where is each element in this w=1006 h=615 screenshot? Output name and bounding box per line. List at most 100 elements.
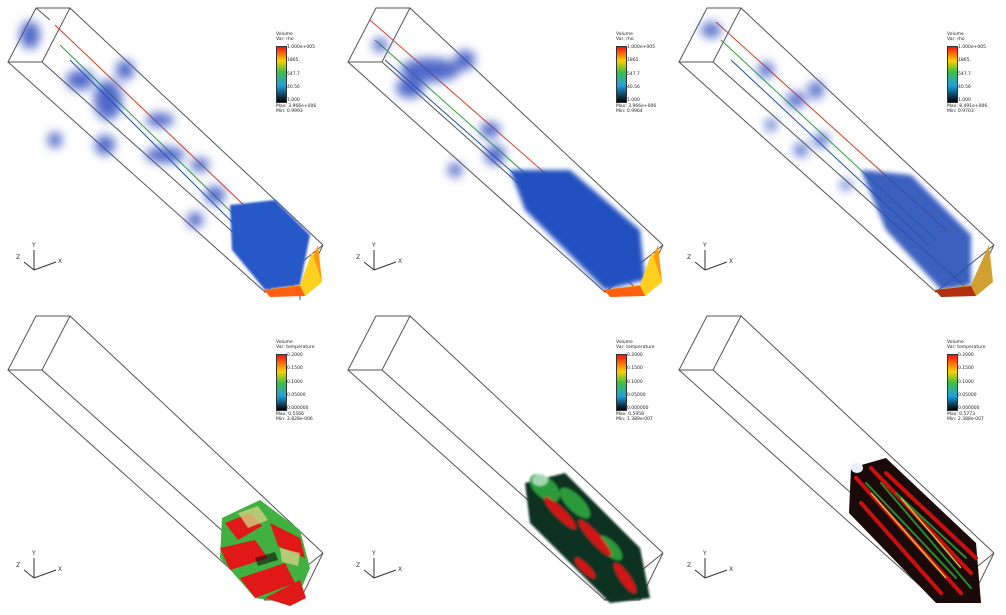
axis-y-label: Y (32, 242, 36, 249)
tick-max: 1.000e+005 (627, 45, 656, 50)
tick-1: 1865. (627, 58, 640, 63)
tick-3: 40.56 (958, 85, 971, 90)
tick-max: 1.000e+005 (958, 45, 987, 50)
axis-z-label: Z (356, 254, 361, 261)
panel-temperature-1: Volume Var: temperature 0.2000 0.1500 0.… (0, 308, 335, 615)
axis-y-label: Y (32, 550, 36, 557)
legend-title: Volume (947, 32, 964, 37)
tick-min: 0.000000 (627, 406, 649, 411)
legend-var: Var: temperature (276, 345, 315, 350)
colorbar-legend: Volume Var: rho 1.000e+005 1865. 547.7 4… (943, 32, 1003, 122)
colorbar (947, 354, 958, 411)
legend-max: Max: 0.5566 (276, 412, 304, 417)
axis-x-label: X (729, 566, 734, 573)
colorbar (616, 354, 627, 411)
axis-y-label: Y (372, 550, 376, 557)
axis-x-label: X (398, 566, 403, 573)
legend-min: Min: 0.9993 (276, 109, 303, 114)
axis-x-label: X (729, 258, 734, 265)
panel-rho-2: Volume Var: rho 1.000e+005 1865. 547.7 4… (340, 0, 675, 307)
legend-var: Var: temperature (616, 345, 655, 350)
legend-max: Max: 0.5958 (616, 412, 644, 417)
tick-3: 40.56 (627, 85, 640, 90)
legend-var: Var: rho (616, 37, 634, 42)
tick-1: 1865. (958, 58, 971, 63)
tick-3: 0.05000 (287, 393, 306, 398)
volume-render-rho-2 (347, 7, 664, 297)
colorbar-legend: Volume Var: rho 1.000e+005 1865. 547.7 4… (612, 32, 672, 122)
tick-1: 0.1500 (627, 366, 643, 371)
tick-1: 0.1500 (287, 366, 303, 371)
legend-var: Var: rho (947, 37, 965, 42)
tick-2: 0.1000 (287, 380, 303, 385)
colorbar (276, 354, 287, 411)
tick-max: 0.2000 (958, 353, 974, 358)
colorbar (947, 46, 958, 103)
legend-min: Min: 1.389e-007 (616, 417, 653, 422)
legend-max: Max: 3.966e+006 (276, 104, 317, 109)
tick-min: 0.000000 (958, 406, 980, 411)
legend-title: Volume (616, 32, 633, 37)
colorbar-legend: Volume Var: temperature 0.2000 0.1500 0.… (272, 340, 332, 430)
tick-2: 547.7 (287, 72, 300, 77)
tick-2: 547.7 (958, 72, 971, 77)
volume-render-temperature-2 (347, 315, 664, 603)
tick-1: 0.1500 (958, 366, 974, 371)
legend-title: Volume (616, 340, 633, 345)
legend-var: Var: temperature (947, 345, 986, 350)
axis-x-label: X (58, 566, 63, 573)
tick-2: 547.7 (627, 72, 640, 77)
tick-min: 1.000 (627, 98, 640, 103)
tick-min: 1.000 (958, 98, 971, 103)
colorbar (616, 46, 627, 103)
legend-min: Min: 0.9703 (947, 109, 974, 114)
legend-max: Max: 0.5773 (947, 412, 975, 417)
legend-min: Min: 0.9964 (616, 109, 643, 114)
panel-rho-3: Volume Var: rho 1.000e+005 1865. 547.7 4… (671, 0, 1006, 307)
legend-title: Volume (947, 340, 964, 345)
tick-3: 40.56 (287, 85, 300, 90)
legend-var: Var: rho (276, 37, 294, 42)
volume-render-temperature-1 (7, 315, 324, 606)
volume-render-temperature-3 (678, 315, 995, 603)
axis-triad: Y X Z (354, 242, 414, 282)
axis-x-label: X (58, 258, 63, 265)
tick-min: 1.000 (287, 98, 300, 103)
volume-render-rho-1 (7, 7, 324, 300)
panel-temperature-3: Volume Var: temperature 0.2000 0.1500 0.… (671, 308, 1006, 615)
tick-2: 0.1000 (627, 380, 643, 385)
tick-3: 0.05000 (627, 393, 646, 398)
tick-max: 0.2000 (627, 353, 643, 358)
panel-temperature-2: Volume Var: temperature 0.2000 0.1500 0.… (340, 308, 675, 615)
axis-y-label: Y (703, 550, 707, 557)
tick-max: 0.2000 (287, 353, 303, 358)
legend-max: Max: 3.966e+006 (616, 104, 657, 109)
volume-render-rho-3 (678, 7, 995, 297)
axis-triad: Y X Z (685, 242, 745, 282)
tick-min: 0.000000 (287, 406, 309, 411)
axis-z-label: Z (687, 562, 692, 569)
legend-min: Min: 2.388e-007 (947, 417, 984, 422)
axis-z-label: Z (16, 562, 21, 569)
colorbar-legend: Volume Var: rho 1.000e+005 1865. 547.7 4… (272, 32, 332, 122)
tick-2: 0.1000 (958, 380, 974, 385)
axis-z-label: Z (16, 254, 21, 261)
tick-max: 1.000e+005 (287, 45, 316, 50)
legend-title: Volume (276, 32, 293, 37)
axis-triad: Y X Z (14, 550, 74, 590)
axis-triad: Y X Z (685, 550, 745, 590)
axis-triad: Y X Z (354, 550, 414, 590)
panel-rho-1: Volume Var: rho 1.000e+005 1865. 547.7 4… (0, 0, 335, 307)
axis-y-label: Y (703, 242, 707, 249)
legend-max: Max: 8.491e+006 (947, 104, 988, 109)
axis-y-label: Y (372, 242, 376, 249)
axis-x-label: X (398, 258, 403, 265)
colorbar-legend: Volume Var: temperature 0.2000 0.1500 0.… (612, 340, 672, 430)
axis-z-label: Z (687, 254, 692, 261)
tick-1: 1865. (287, 58, 300, 63)
colorbar-legend: Volume Var: temperature 0.2000 0.1500 0.… (943, 340, 1003, 430)
tick-3: 0.05000 (958, 393, 977, 398)
legend-title: Volume (276, 340, 293, 345)
legend-min: Min: 3.828e-006 (276, 417, 313, 422)
axis-z-label: Z (356, 562, 361, 569)
